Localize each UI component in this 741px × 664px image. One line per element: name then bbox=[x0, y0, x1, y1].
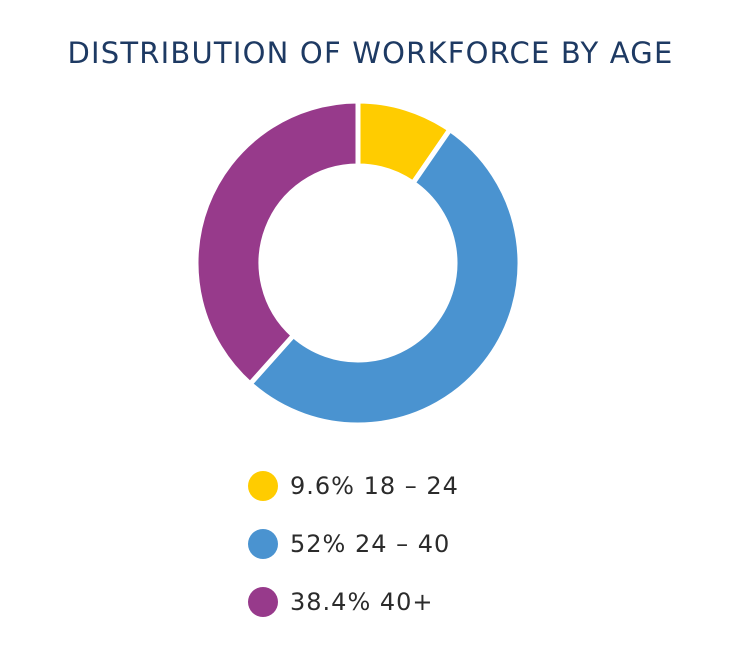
chart-legend: 9.6% 18 – 24 52% 24 – 40 38.4% 40+ bbox=[248, 468, 459, 642]
legend-label-18-24: 9.6% 18 – 24 bbox=[290, 472, 459, 500]
legend-swatch-24-40 bbox=[248, 529, 278, 559]
legend-label-24-40: 52% 24 – 40 bbox=[290, 530, 451, 558]
chart-title: DISTRIBUTION OF WORKFORCE BY AGE bbox=[67, 36, 674, 70]
legend-swatch-18-24 bbox=[248, 471, 278, 501]
legend-swatch-40-plus bbox=[248, 587, 278, 617]
donut-slice-24-40 bbox=[246, 126, 523, 428]
legend-item-40-plus: 38.4% 40+ bbox=[248, 584, 459, 620]
legend-item-24-40: 52% 24 – 40 bbox=[248, 526, 459, 562]
legend-label-40-plus: 38.4% 40+ bbox=[290, 588, 434, 616]
legend-item-18-24: 9.6% 18 – 24 bbox=[248, 468, 459, 504]
donut-slice-40-plus bbox=[193, 98, 361, 388]
